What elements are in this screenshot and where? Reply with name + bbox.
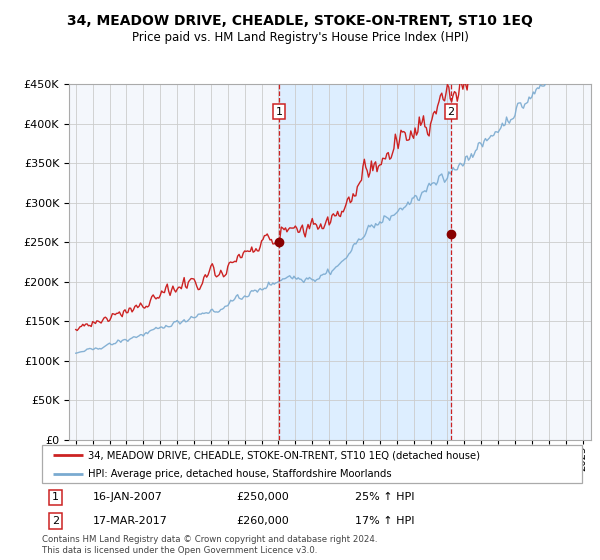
Text: 1: 1: [52, 492, 59, 502]
Text: Contains HM Land Registry data © Crown copyright and database right 2024.
This d: Contains HM Land Registry data © Crown c…: [42, 535, 377, 555]
Text: 34, MEADOW DRIVE, CHEADLE, STOKE-ON-TRENT, ST10 1EQ: 34, MEADOW DRIVE, CHEADLE, STOKE-ON-TREN…: [67, 14, 533, 28]
Text: Price paid vs. HM Land Registry's House Price Index (HPI): Price paid vs. HM Land Registry's House …: [131, 31, 469, 44]
Text: 34, MEADOW DRIVE, CHEADLE, STOKE-ON-TRENT, ST10 1EQ (detached house): 34, MEADOW DRIVE, CHEADLE, STOKE-ON-TREN…: [88, 450, 480, 460]
Text: 2: 2: [52, 516, 59, 526]
Text: HPI: Average price, detached house, Staffordshire Moorlands: HPI: Average price, detached house, Staf…: [88, 469, 392, 479]
Text: 16-JAN-2007: 16-JAN-2007: [94, 492, 163, 502]
Text: 1: 1: [275, 106, 283, 116]
Text: £250,000: £250,000: [236, 492, 289, 502]
Text: 2: 2: [448, 106, 455, 116]
Text: 17% ↑ HPI: 17% ↑ HPI: [355, 516, 415, 526]
Text: £260,000: £260,000: [236, 516, 289, 526]
Text: 25% ↑ HPI: 25% ↑ HPI: [355, 492, 415, 502]
Bar: [279, 84, 451, 440]
Text: 17-MAR-2017: 17-MAR-2017: [94, 516, 168, 526]
